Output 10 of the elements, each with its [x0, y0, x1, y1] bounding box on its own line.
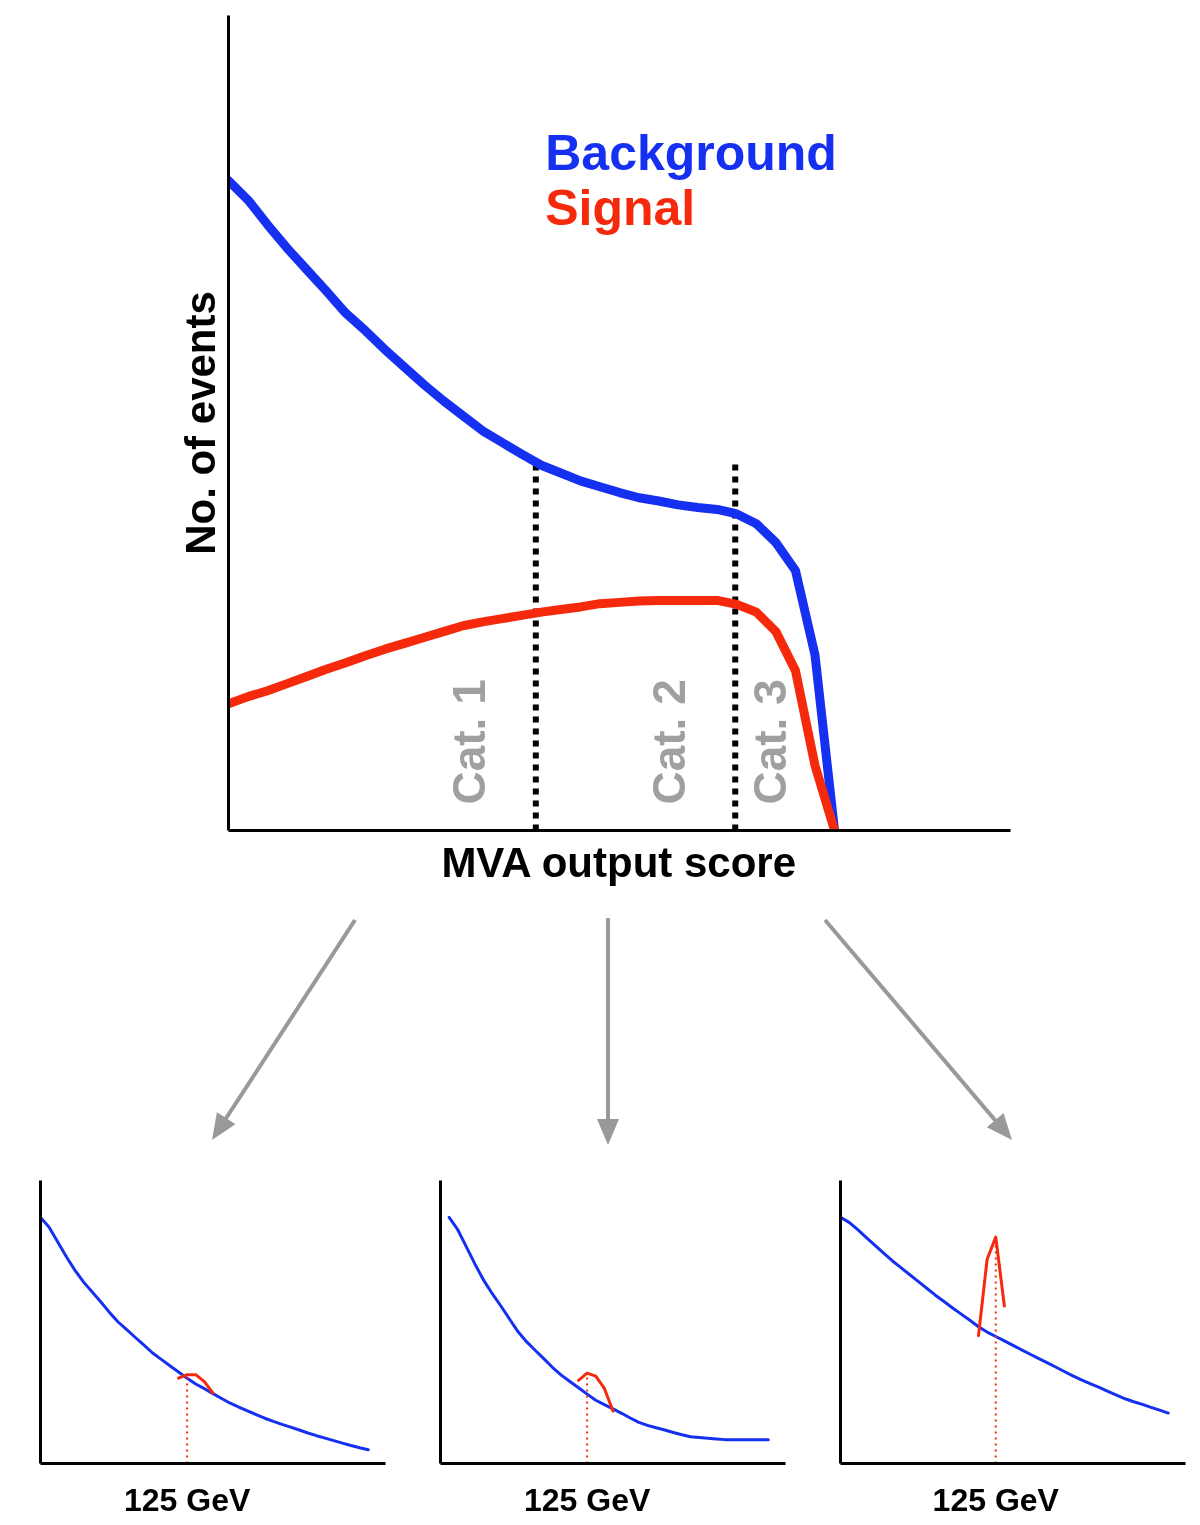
- text: 125 GeV: [523, 1481, 651, 1518]
- annotation: Cat. 3: [744, 679, 797, 805]
- y-axis-title: No. of events: [176, 291, 224, 555]
- x-axis-title: MVA output score: [441, 838, 797, 886]
- annotation: Cat. 2: [642, 679, 695, 805]
- text: 125 GeV: [932, 1481, 1060, 1518]
- annotation: Cat. 1: [443, 679, 496, 805]
- text: 125 GeV: [123, 1481, 251, 1518]
- text: Signal: [545, 179, 696, 236]
- text: Background: [545, 124, 837, 181]
